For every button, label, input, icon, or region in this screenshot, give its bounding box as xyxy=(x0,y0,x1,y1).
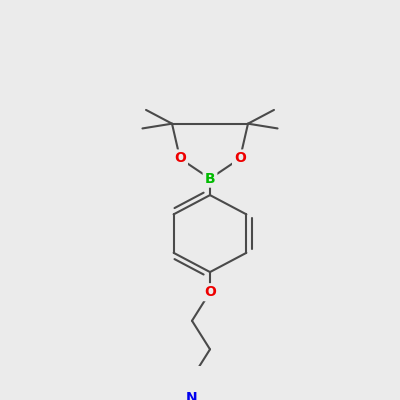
Text: B: B xyxy=(205,172,215,186)
Text: O: O xyxy=(204,285,216,299)
Text: O: O xyxy=(174,152,186,166)
Text: O: O xyxy=(234,152,246,166)
Text: N: N xyxy=(186,391,198,400)
